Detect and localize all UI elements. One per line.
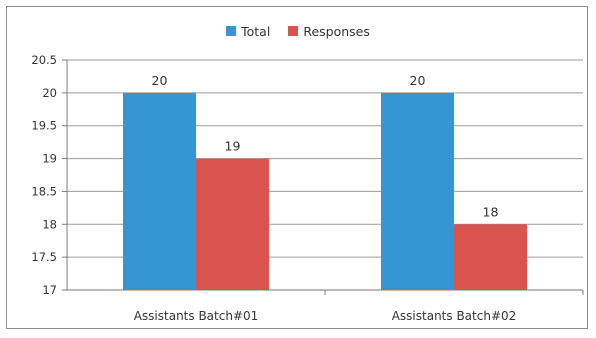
legend-label-responses: Responses (303, 23, 370, 39)
bar-total-2 (381, 92, 454, 290)
legend-item-total: Total (226, 24, 270, 39)
category-label: Assistants Batch#01 (134, 309, 259, 323)
data-label: 20 (410, 73, 426, 88)
y-tick-label: 18 (42, 217, 57, 231)
bar-total-1 (123, 92, 196, 290)
data-label: 20 (152, 73, 168, 88)
legend-item-responses: Responses (288, 24, 370, 39)
legend-swatch-total (226, 26, 237, 36)
y-tick-label: 18.5 (31, 184, 57, 198)
data-label: 18 (483, 204, 499, 219)
bar-responses-1 (196, 158, 269, 290)
bar-responses-2 (454, 224, 527, 290)
legend: Total Responses (7, 21, 589, 41)
legend-label-total: Total (241, 23, 271, 39)
y-tick-label: 19 (42, 152, 57, 166)
data-label: 19 (225, 139, 241, 154)
category-label: Assistants Batch#02 (392, 309, 517, 323)
legend-swatch-responses (288, 26, 299, 36)
y-tick-label: 20 (42, 86, 57, 100)
y-tick-label: 17.5 (31, 250, 57, 264)
y-tick-label: 19.5 (31, 119, 57, 133)
y-tick-label: 20.5 (31, 53, 57, 67)
y-tick-label: 17 (42, 283, 57, 297)
